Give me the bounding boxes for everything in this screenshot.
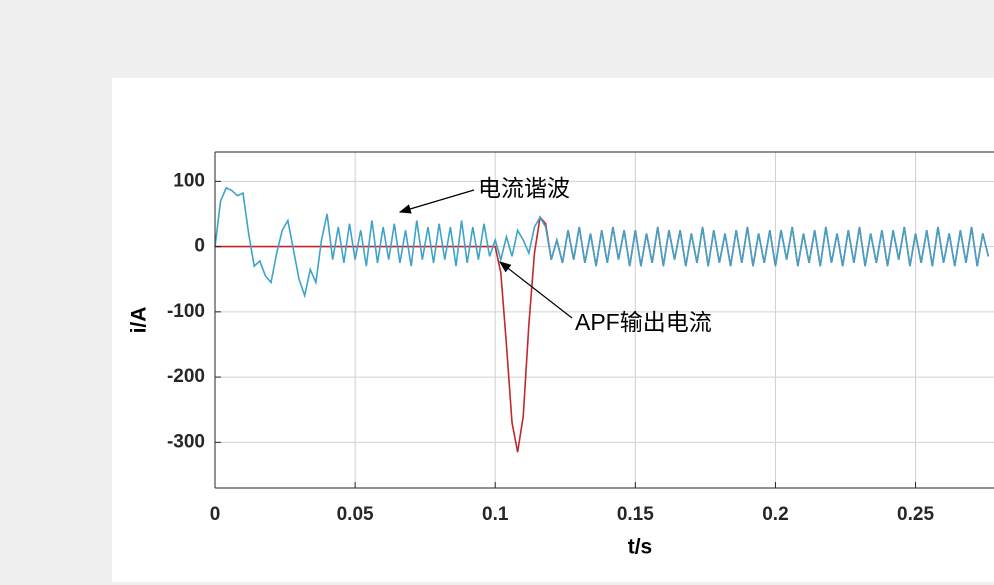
y-axis-label: i/A bbox=[128, 307, 151, 334]
y-tick-label: -100 bbox=[167, 301, 205, 322]
x-tick-label: 0.2 bbox=[762, 504, 788, 525]
x-tick-label: 0.05 bbox=[337, 504, 374, 525]
x-axis-label: t/s bbox=[628, 536, 653, 559]
figure-panel bbox=[112, 78, 994, 582]
y-tick-label: -200 bbox=[167, 366, 205, 387]
x-tick-label: 0.15 bbox=[617, 504, 654, 525]
annotation: 电流谐波 bbox=[478, 175, 570, 201]
x-tick-label: 0 bbox=[210, 504, 221, 525]
y-tick-label: 100 bbox=[173, 170, 205, 191]
y-tick-label: 0 bbox=[194, 236, 205, 257]
annotation-arrow bbox=[398, 189, 475, 214]
annotation: APF输出电流 bbox=[575, 309, 712, 335]
x-tick-label: 0.1 bbox=[482, 504, 509, 525]
series-line bbox=[214, 186, 990, 299]
annotation-arrow bbox=[499, 261, 573, 319]
y-tick-label: -300 bbox=[167, 431, 205, 452]
x-tick-label: 0.25 bbox=[897, 504, 934, 525]
